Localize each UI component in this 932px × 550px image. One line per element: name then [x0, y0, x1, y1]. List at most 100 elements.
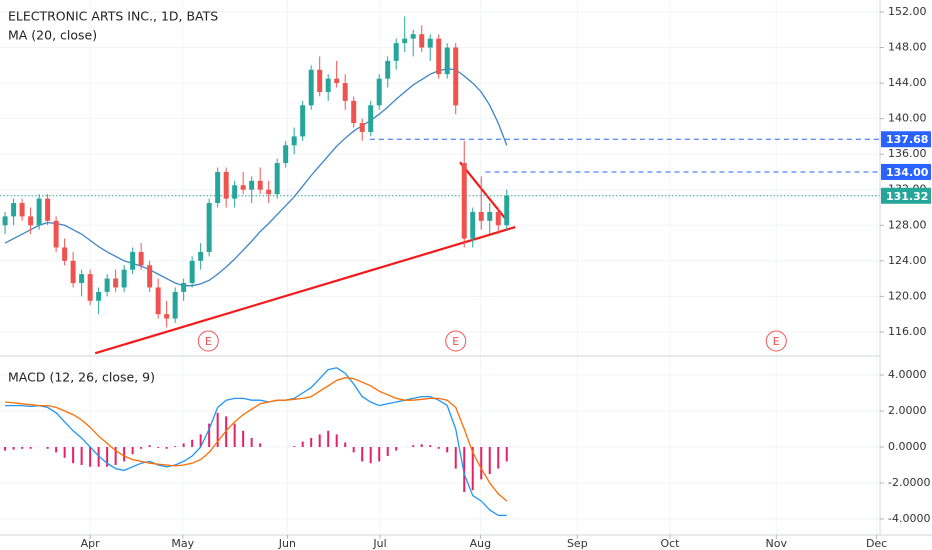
axes: 116.00120.00124.00128.00132.00136.00140.… — [81, 5, 931, 550]
candle-body — [36, 198, 42, 226]
y-tick-label: 0.0000 — [888, 440, 927, 453]
candle-body — [317, 69, 323, 92]
candle-body — [198, 251, 204, 261]
earnings-label: E — [452, 335, 459, 348]
candle-body — [70, 260, 76, 284]
candle-body — [419, 34, 425, 48]
x-tick-label: Jul — [372, 537, 386, 550]
candle-body — [453, 47, 459, 106]
x-tick-label: Aug — [470, 537, 491, 550]
price-box-label: 137.68 — [886, 133, 928, 146]
y-tick-label: 140.00 — [888, 112, 927, 125]
candle-body — [215, 171, 221, 204]
macd-title: MACD (12, 26, close, 9) — [8, 370, 155, 385]
candle-body — [223, 171, 229, 199]
candle-body — [385, 60, 391, 79]
candle-body — [45, 198, 51, 221]
candle-body — [62, 247, 68, 261]
ma-line — [4, 68, 508, 287]
candle-body — [351, 100, 357, 124]
x-tick-label: Jun — [278, 537, 296, 550]
y-tick-label: 116.00 — [888, 325, 927, 338]
candle-body — [342, 83, 348, 101]
candle-body — [257, 180, 263, 190]
y-tick-label: -4.0000 — [888, 512, 930, 525]
y-tick-label: 152.00 — [888, 5, 927, 18]
macd-line — [5, 377, 508, 502]
candle-body — [478, 211, 484, 221]
candle-body — [470, 211, 476, 239]
indicator-title: MA (20, close) — [8, 28, 97, 43]
candle-body — [189, 260, 195, 284]
candle-body — [172, 291, 178, 319]
x-tick-label: Sep — [567, 537, 588, 550]
candle-body — [121, 269, 127, 288]
candle-body — [28, 216, 34, 226]
candle-body — [444, 47, 450, 75]
macd-panel — [4, 367, 508, 517]
candle-body — [79, 274, 85, 284]
x-tick-label: Dec — [866, 537, 887, 550]
right-axis-bg — [880, 0, 932, 550]
candle-body — [308, 69, 314, 106]
candle-body — [138, 251, 144, 266]
macd-line — [5, 367, 507, 517]
earnings-label: E — [773, 335, 780, 348]
candle-body — [334, 78, 340, 84]
trendline — [459, 161, 506, 219]
candle-body — [283, 145, 289, 164]
grid — [0, 0, 880, 535]
y-tick-label: 120.00 — [888, 289, 927, 302]
x-tick-label: May — [171, 537, 194, 550]
earnings-marker — [765, 330, 787, 352]
candle-body — [2, 216, 8, 226]
y-tick-label: 144.00 — [888, 76, 927, 89]
candle-body — [249, 180, 255, 190]
y-tick-label: 2.0000 — [888, 404, 927, 417]
y-tick-label: 124.00 — [888, 254, 927, 267]
candle-body — [393, 43, 399, 61]
x-tick-label: Apr — [81, 537, 101, 550]
candle-body — [87, 274, 93, 301]
price-box — [881, 163, 931, 180]
candle-body — [376, 78, 382, 106]
candle-body — [368, 105, 374, 132]
earnings-marker — [445, 330, 467, 352]
y-tick-label: 128.00 — [888, 218, 927, 231]
candle-body — [164, 314, 170, 319]
y-tick-label: -2.0000 — [888, 476, 930, 489]
candle-body — [359, 123, 365, 132]
candle-body — [266, 189, 272, 195]
candle-body — [181, 283, 187, 292]
y-tick-label: 136.00 — [888, 147, 927, 160]
candle-body — [113, 278, 119, 288]
earnings-label: E — [205, 335, 212, 348]
candle-body — [487, 211, 493, 221]
candle-body — [410, 34, 416, 39]
candle-body — [147, 265, 153, 288]
candle-body — [495, 211, 501, 226]
candle-body — [53, 220, 59, 248]
earnings-marker — [197, 330, 219, 352]
price-box-label: 134.00 — [886, 166, 929, 179]
candle-body — [232, 185, 238, 199]
candle-body — [325, 78, 331, 92]
price-box-label: 131.32 — [886, 190, 928, 203]
price-box — [881, 187, 931, 204]
candle-body — [19, 203, 25, 217]
x-tick-label: Oct — [660, 537, 680, 550]
candle-body — [300, 105, 306, 137]
candle-body — [504, 195, 510, 226]
chart-title: ELECTRONIC ARTS INC., 1D, BATS — [8, 9, 218, 24]
candle-body — [155, 287, 161, 315]
candle-body — [96, 291, 102, 301]
candle-body — [240, 185, 246, 190]
y-tick-label: 4.0000 — [888, 368, 927, 381]
candle-body — [11, 203, 17, 217]
candle-body — [130, 251, 136, 270]
candle-body — [427, 38, 433, 48]
candle-body — [104, 278, 110, 292]
